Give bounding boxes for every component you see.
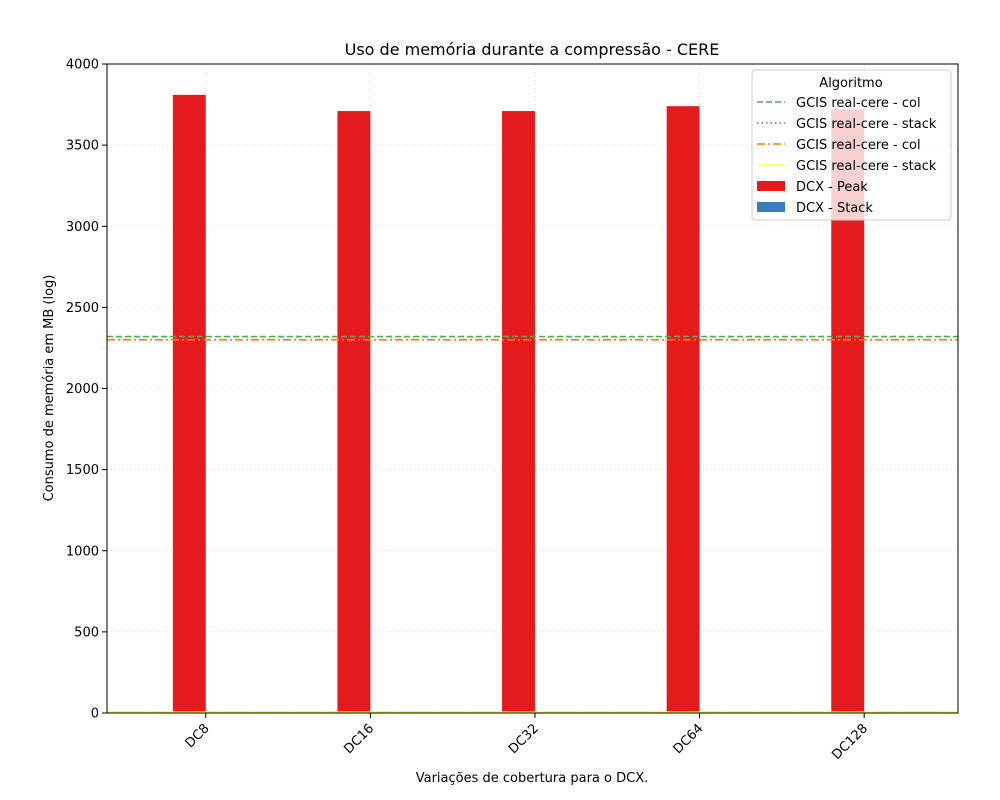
x-tick-label: DC8 [183, 721, 213, 751]
x-tick-label: DC32 [506, 721, 542, 757]
y-axis: 0 500 1000 1500 2000 2500 3000 3500 4000 [66, 58, 107, 722]
x-axis-label: Variações de cobertura para o DCX. [416, 771, 649, 786]
legend-bar-swatch [757, 181, 785, 191]
legend-entry-label: GCIS real-cere - col [796, 138, 921, 153]
bars [172, 94, 865, 714]
reference-lines [107, 335, 958, 713]
y-tick-label: 500 [74, 625, 99, 640]
legend-title: Algoritmo [819, 76, 882, 91]
legend-entry-label: GCIS real-cere - stack [796, 117, 937, 132]
y-tick-label: 2000 [66, 382, 99, 397]
bar-dcx-peak-dc8 [172, 94, 206, 713]
legend: Algoritmo GCIS real-cere - col GCIS real-… [751, 69, 952, 221]
y-tick-label: 2500 [66, 301, 99, 316]
y-tick-label: 4000 [66, 58, 99, 73]
x-axis: DC8 DC16 DC32 DC64 DC128 [183, 713, 871, 763]
y-tick-label: 3500 [66, 139, 99, 154]
x-tick-label: DC64 [671, 721, 707, 757]
legend-entry-label: DCX - Stack [796, 201, 873, 216]
chart-title: Uso de memória durante a compressão - CE… [345, 40, 720, 59]
legend-entry-label: GCIS real-cere - stack [796, 159, 937, 174]
x-tick-label: DC128 [829, 721, 871, 763]
legend-entry-label: DCX - Peak [796, 180, 868, 195]
bar-dcx-peak-dc16 [337, 111, 371, 714]
y-tick-label: 3000 [66, 220, 99, 235]
y-axis-label: Consumo de memória em MB (log) [42, 275, 57, 502]
x-tick-label: DC16 [341, 721, 377, 757]
bar-dcx-peak-dc64 [666, 106, 700, 713]
y-tick-label: 1500 [66, 463, 99, 478]
legend-box [751, 69, 952, 221]
bar-dcx-peak-dc32 [502, 111, 535, 714]
legend-bar-swatch [757, 202, 785, 212]
y-tick-label: 1000 [66, 544, 99, 559]
legend-entry-label: GCIS real-cere - col [796, 96, 921, 111]
y-tick-label: 0 [91, 707, 99, 722]
